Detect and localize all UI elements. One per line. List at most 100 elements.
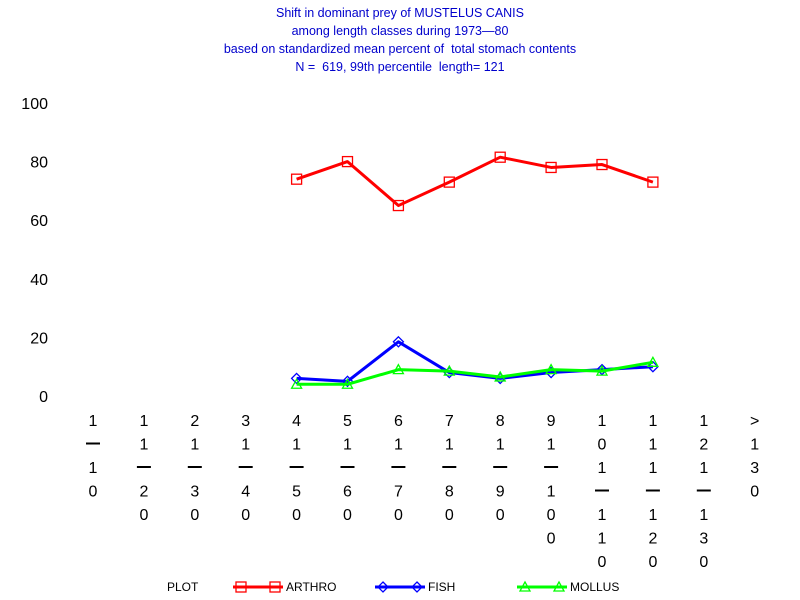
- series-fish: [290, 335, 659, 388]
- plot-area: [290, 151, 660, 389]
- legend: PLOT ARTHRO FISH MOLLUS: [167, 580, 619, 594]
- x-tick-char: 1: [343, 437, 352, 454]
- x-tick-char: 4: [241, 484, 250, 501]
- fish-point: [392, 335, 405, 348]
- x-tick-char: 0: [547, 507, 556, 524]
- x-tick-char: 4: [292, 413, 301, 430]
- x-tick-char: 1: [598, 507, 607, 524]
- y-tick-label: 40: [30, 272, 48, 289]
- x-tick-char: 0: [699, 554, 708, 571]
- x-tick-char: 0: [598, 437, 607, 454]
- y-tick-label: 100: [21, 96, 48, 113]
- y-tick-label: 20: [30, 330, 48, 347]
- x-tick-char: 0: [394, 507, 403, 524]
- x-tick-char: 1: [190, 437, 199, 454]
- mollus-line: [296, 360, 654, 386]
- x-tick-char: 9: [547, 413, 556, 430]
- x-tick-char: 1: [89, 460, 98, 477]
- mollus-point: [595, 364, 609, 376]
- arthro-point: [290, 173, 303, 185]
- x-tick-char: 0: [648, 554, 657, 571]
- x-tick-char: 0: [190, 507, 199, 524]
- x-tick-char: 1: [547, 484, 556, 501]
- x-tick-char: 1: [139, 413, 148, 430]
- x-tick-label: 1 0 1 1 1 0: [595, 413, 609, 571]
- x-tick-label: 3 1 4 0: [238, 413, 253, 524]
- arthro-point: [596, 158, 608, 171]
- title-line-4: N = 619, 99th percentile length= 121: [295, 60, 505, 74]
- title-line-2: among length classes during 1973—80: [291, 24, 509, 38]
- y-tick-label: 0: [39, 389, 48, 406]
- y-axis: 0 20 40 60 80 100: [21, 96, 48, 406]
- x-tick-char: 0: [139, 507, 148, 524]
- legend-marker: [518, 580, 532, 592]
- x-tick-char: 1: [598, 460, 607, 477]
- mollus-point: [646, 355, 660, 367]
- legend-marker: [377, 581, 389, 593]
- arthro-point: [443, 176, 455, 188]
- legend-marker: [411, 581, 423, 593]
- x-tick-char: 0: [598, 554, 607, 571]
- x-tick-label: 1 1 2 0: [136, 413, 151, 524]
- y-tick-label: 60: [30, 213, 48, 230]
- x-axis: 1 1 0 1 1 2 0 2 1 3 0 3 1 4 0 4 1 5 0 5 1 6 0 6 1 7 0 7 1 8 0 8 1 9 0 9 1 1 0 0…: [86, 413, 759, 571]
- legend-item-arthro: ARTHRO: [233, 580, 336, 594]
- x-tick-char: 8: [445, 484, 454, 501]
- arthro-point: [341, 155, 354, 168]
- x-tick-char: 1: [445, 437, 454, 454]
- x-tick-char: 1: [648, 507, 657, 524]
- x-tick-char: 7: [394, 484, 403, 501]
- fish-point: [341, 375, 354, 388]
- x-tick-char: 1: [699, 507, 708, 524]
- legend-item-fish: FISH: [375, 580, 455, 594]
- x-tick-char: 0: [343, 507, 352, 524]
- arthro-point: [647, 176, 659, 188]
- mollus-point: [392, 363, 405, 375]
- x-tick-char: 3: [190, 484, 199, 501]
- x-tick-char: 3: [750, 460, 759, 477]
- x-tick-char: 0: [547, 531, 556, 548]
- x-tick-char: 1: [648, 460, 657, 477]
- x-tick-char: 1: [547, 437, 556, 454]
- x-tick-char: 0: [241, 507, 250, 524]
- x-tick-char: 1: [750, 437, 759, 454]
- x-tick-char: 2: [699, 437, 708, 454]
- title-line-1: Shift in dominant prey of MUSTELUS CANIS: [275, 6, 524, 20]
- mollus-point: [341, 377, 354, 389]
- x-tick-char: 0: [496, 507, 505, 524]
- title-line-3: based on standardized mean percent of to…: [223, 42, 577, 56]
- arthro-point: [494, 151, 506, 163]
- x-tick-char: 8: [496, 413, 505, 430]
- x-tick-char: 1: [139, 437, 148, 454]
- x-tick-char: 2: [648, 531, 657, 548]
- arthro-point: [545, 161, 557, 174]
- x-tick-char: 1: [598, 531, 607, 548]
- x-tick-char: 1: [598, 413, 607, 430]
- legend-label: ARTHRO: [286, 580, 336, 594]
- x-tick-char: 0: [89, 484, 98, 501]
- legend-marker: [269, 581, 281, 593]
- x-tick-char: 1: [648, 437, 657, 454]
- legend-label: FISH: [428, 580, 455, 594]
- series-mollus: [290, 355, 660, 389]
- arthro-line: [296, 155, 654, 208]
- legend-item-mollus: MOLLUS: [517, 580, 619, 594]
- x-tick-char: 1: [496, 437, 505, 454]
- chart-title: Shift in dominant prey of MUSTELUS CANIS…: [0, 4, 800, 76]
- x-tick-char: 1: [394, 437, 403, 454]
- x-tick-char: 1: [292, 437, 301, 454]
- x-tick-label: 1 1 0: [86, 413, 100, 501]
- x-tick-label: >1 3 0: [750, 413, 759, 501]
- legend-marker: [552, 580, 566, 592]
- x-tick-char: 6: [394, 413, 403, 430]
- x-tick-char: 6: [343, 484, 352, 501]
- x-tick-char: 1: [699, 460, 708, 477]
- mollus-point: [443, 364, 456, 376]
- x-tick-char: 7: [445, 413, 454, 430]
- legend-title: PLOT: [167, 580, 199, 594]
- x-tick-char: 0: [750, 484, 759, 501]
- x-tick-char: 1: [89, 413, 98, 430]
- x-tick-char: 5: [292, 484, 301, 501]
- legend-marker: [235, 581, 247, 593]
- x-tick-char: 1: [648, 413, 657, 430]
